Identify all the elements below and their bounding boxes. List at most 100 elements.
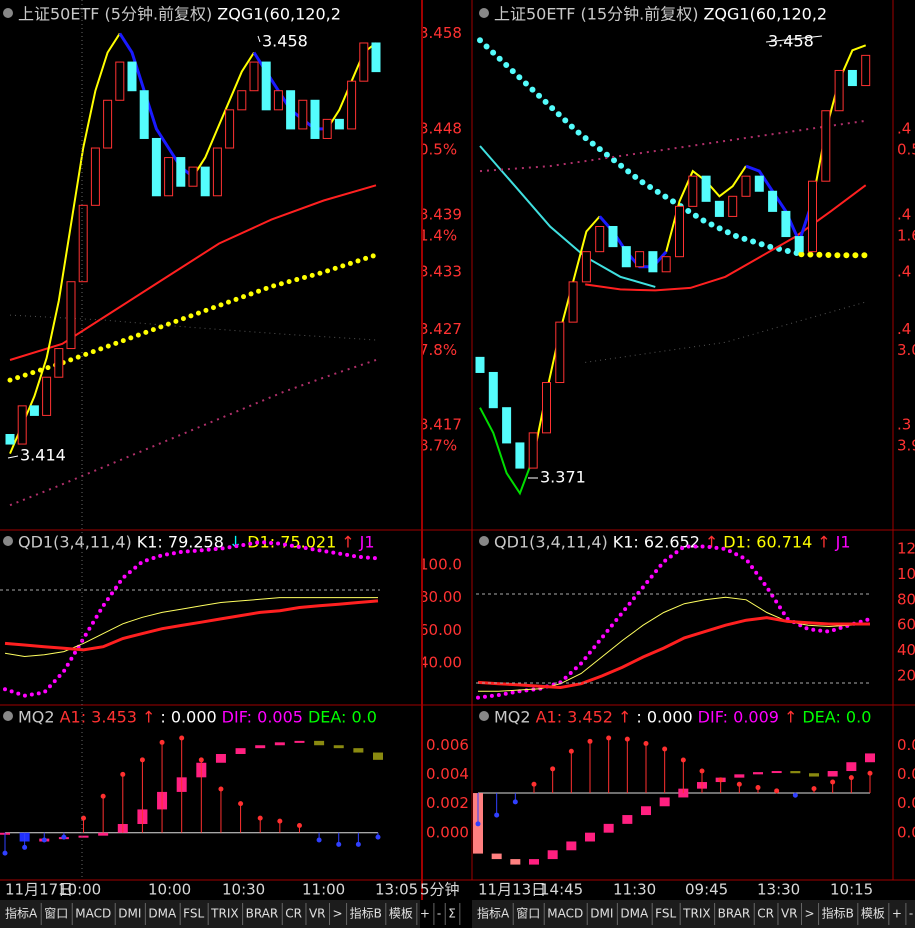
- dif-dot: [792, 792, 798, 798]
- edge-label: .3: [897, 415, 911, 433]
- tab[interactable]: -: [909, 907, 913, 921]
- tab[interactable]: FSL: [655, 907, 676, 921]
- tab[interactable]: >: [333, 907, 343, 921]
- y-tick-label: 3.417: [419, 415, 462, 433]
- x-tick-label: 11:00: [302, 881, 345, 899]
- candle: [488, 371, 498, 409]
- y-tick-label: 3.427: [419, 320, 462, 338]
- tab[interactable]: TRIX: [210, 907, 238, 921]
- tab[interactable]: >: [805, 907, 815, 921]
- edge-label: 0.5%: [897, 140, 915, 158]
- candle: [635, 251, 645, 268]
- dif-dot: [218, 786, 224, 792]
- candle: [225, 109, 235, 149]
- tab[interactable]: DMA: [148, 907, 177, 921]
- macd-bar: [547, 850, 558, 860]
- y-tick-label: 80.00: [419, 588, 462, 606]
- price-annotation: 3.371: [540, 468, 586, 487]
- tab[interactable]: 指标A: [477, 906, 510, 921]
- dif-dot: [606, 735, 612, 741]
- macd-bar: [566, 841, 577, 851]
- tab[interactable]: BRAR: [718, 907, 751, 921]
- edge-label: 3.9: [897, 436, 915, 454]
- candle: [475, 356, 485, 373]
- header-text: : 0.000: [636, 708, 692, 727]
- tab[interactable]: CR: [285, 907, 302, 921]
- tab[interactable]: 窗口: [516, 907, 540, 921]
- line-series: [479, 145, 656, 288]
- candle: [237, 90, 247, 111]
- dif-dot: [568, 748, 574, 754]
- candle: [701, 175, 711, 202]
- dif-dot: [624, 736, 630, 742]
- line-series: [477, 37, 805, 258]
- line-series: [4, 597, 378, 658]
- edge-label: 0.0: [897, 794, 915, 812]
- dif-dot: [336, 841, 342, 847]
- menu-icon[interactable]: [479, 711, 489, 721]
- menu-icon[interactable]: [3, 536, 13, 546]
- percent-label: 7.8%: [419, 341, 457, 359]
- header-text: ↑: [341, 533, 354, 552]
- y-tick-label: 0.002: [426, 794, 469, 812]
- tab[interactable]: +: [892, 907, 902, 921]
- dif-dot: [41, 837, 47, 843]
- candle: [808, 180, 817, 253]
- tab[interactable]: TRIX: [682, 907, 710, 921]
- y-tick-label: 100.0: [419, 555, 462, 573]
- dif-dot: [257, 815, 263, 821]
- tab[interactable]: VR: [781, 907, 798, 921]
- tab[interactable]: +: [420, 907, 430, 921]
- line-series: [585, 184, 867, 292]
- candle: [359, 42, 369, 82]
- line-series: [7, 252, 379, 383]
- candle: [29, 405, 39, 416]
- y-tick-label: 100: [897, 565, 915, 583]
- menu-icon[interactable]: [3, 8, 13, 18]
- candle: [42, 376, 52, 416]
- dif-dot: [355, 841, 361, 847]
- header-text: ZQG1(60,120,2: [217, 5, 341, 24]
- dif-dot: [774, 788, 780, 794]
- tab[interactable]: VR: [309, 907, 326, 921]
- menu-icon[interactable]: [3, 711, 13, 721]
- header-text: ↑: [618, 708, 631, 727]
- edge-label: 3.0: [897, 341, 915, 359]
- tab[interactable]: Σ: [448, 907, 456, 921]
- dif-dot: [475, 821, 481, 827]
- tab-bar: [472, 900, 915, 928]
- candle: [621, 246, 631, 268]
- tab[interactable]: 指标A: [5, 906, 38, 921]
- tab[interactable]: FSL: [183, 907, 204, 921]
- tab[interactable]: MACD: [75, 907, 111, 921]
- x-tick-label: 13:30: [757, 881, 800, 899]
- x-tick-label: 11:30: [613, 881, 656, 899]
- tab[interactable]: 窗口: [44, 907, 68, 921]
- dif-dot: [277, 818, 283, 824]
- tab[interactable]: -: [437, 907, 441, 921]
- macd-bar: [215, 754, 226, 763]
- candle: [515, 442, 525, 469]
- macd-bar: [790, 771, 801, 774]
- tab[interactable]: 模板: [389, 907, 413, 921]
- tab[interactable]: 指标B: [822, 906, 854, 921]
- header-text: DEA: 0.0: [802, 708, 871, 727]
- line-series: [477, 616, 870, 690]
- tab[interactable]: BRAR: [246, 907, 279, 921]
- tab[interactable]: DMI: [590, 907, 613, 921]
- dif-dot: [867, 770, 873, 776]
- dif-dot: [830, 779, 836, 785]
- y-tick-label: 60: [897, 616, 915, 634]
- tab[interactable]: DMA: [620, 907, 649, 921]
- candle: [581, 251, 591, 283]
- tab[interactable]: 指标B: [350, 906, 382, 921]
- menu-icon[interactable]: [479, 536, 489, 546]
- tab[interactable]: DMI: [118, 907, 141, 921]
- tab[interactable]: MACD: [547, 907, 583, 921]
- menu-icon[interactable]: [479, 8, 489, 18]
- tab[interactable]: 模板: [861, 907, 885, 921]
- candle: [334, 118, 344, 130]
- period-label: 5分钟: [420, 881, 460, 899]
- tab[interactable]: CR: [757, 907, 774, 921]
- macd-bar: [78, 835, 89, 838]
